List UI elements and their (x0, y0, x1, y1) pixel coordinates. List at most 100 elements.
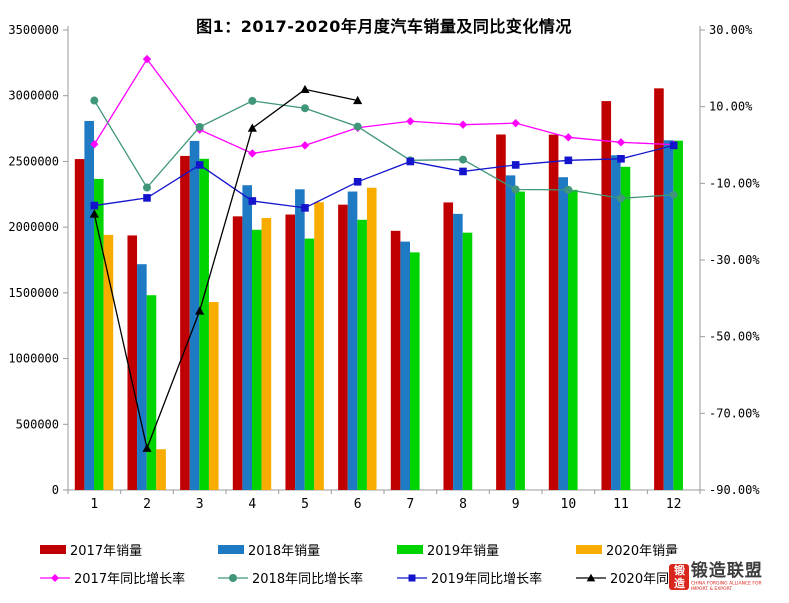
legend-label: 2017年销量 (70, 544, 143, 559)
legend-row-bars: 2017年销量 2018年销量 2019年销量 2020年销量 (0, 540, 789, 560)
forging-alliance-logo: 锻造 锻造联盟 CHINA FORGING ALLIANCE FOR IMPOR… (669, 554, 787, 600)
x-axis-month-label: 7 (406, 497, 414, 512)
left-axis-tick-label: 2000000 (8, 220, 59, 234)
bar-2017年销量-month-12 (654, 88, 664, 491)
circle-marker-icon (564, 185, 573, 194)
square-marker-icon (511, 161, 520, 169)
bar-2019年销量-month-5 (304, 238, 315, 490)
square-marker-icon (459, 167, 467, 176)
legend-label: 2019年销量 (427, 544, 500, 559)
bar-2018年销量-month-11 (611, 155, 621, 490)
bar-2018年销量-month-6 (347, 191, 358, 491)
bar-2017年销量-month-10 (548, 134, 559, 491)
x-axis-month-label: 3 (196, 497, 204, 512)
triangle-marker-icon (247, 123, 257, 132)
square-marker-icon (195, 161, 204, 169)
bar-2017年销量-month-4 (232, 216, 243, 490)
logo-subtext: CHINA FORGING ALLIANCE FOR IMPORT & EXPO… (690, 580, 762, 592)
left-axis-tick-label: 3500000 (8, 23, 59, 37)
bar-2017年销量-month-9 (496, 134, 506, 490)
bar-2019年销量-month-12 (673, 140, 683, 491)
circle-marker-icon (90, 96, 99, 105)
chart-title: 图1：2017-2020年月度汽车销量及同比变化情况 (196, 17, 572, 36)
bar-2019年销量-month-10 (568, 189, 578, 490)
legend-label: 2018年同比增长率 (252, 572, 364, 587)
bar-2018年销量-month-5 (295, 189, 305, 490)
diamond-marker-icon (90, 140, 99, 149)
x-axis-month-label: 2 (143, 497, 151, 512)
diamond-marker-icon (248, 149, 257, 158)
right-axis-tick-label: -70.00% (709, 406, 760, 420)
square-marker-icon (406, 157, 415, 166)
x-axis-month-label: 9 (512, 497, 520, 512)
circle-marker-icon (669, 190, 678, 199)
bar-2018年销量-month-2 (137, 264, 147, 490)
bar-2018年销量-month-3 (189, 140, 200, 490)
diamond-marker-icon (406, 117, 415, 126)
bar-2017年销量-month-2 (127, 235, 138, 490)
diamond-marker-icon (51, 573, 59, 582)
bar-2018年销量-month-1 (84, 120, 94, 490)
line-2017年同比增长率 (93, 57, 674, 155)
bar-2019年销量-month-6 (357, 219, 367, 491)
bar-2020年销量-month-4 (261, 217, 272, 490)
right-axis-tick-label: -50.00% (709, 330, 760, 344)
circle-marker-icon (248, 96, 257, 105)
left-axis-tick-label: 1000000 (8, 352, 59, 366)
square-marker-icon (564, 156, 573, 165)
bar-2019年销量-month-11 (620, 166, 631, 490)
legend-label: 2017年同比增长率 (74, 572, 186, 587)
legend-bar-swatch (218, 545, 244, 554)
left-axis-tick-label: 3000000 (8, 89, 59, 103)
circle-marker-icon (195, 122, 204, 131)
left-axis-tick-label: 2500000 (8, 154, 59, 168)
circle-marker-icon (459, 155, 467, 164)
bar-2017年销量-month-3 (180, 155, 190, 490)
legend-line-swatch (218, 573, 248, 582)
bar-2018年销量-month-7 (400, 241, 410, 490)
bar-2017年销量-month-5 (285, 214, 296, 491)
x-axis-month-label: 8 (459, 497, 467, 512)
logo-text: 锻造联盟 (690, 560, 763, 581)
triangle-marker-icon (586, 573, 596, 581)
x-axis-month-label: 5 (301, 497, 309, 512)
legend-item-2017年同比增长率: 2017年同比增长率 (40, 568, 185, 587)
legend-item-2019年销量: 2019年销量 (397, 540, 499, 559)
line-2018年同比增长率 (93, 100, 674, 199)
left-axis-tick-label: 0 (52, 483, 59, 497)
bar-2019年销量-month-4 (252, 229, 262, 490)
x-axis-month-label: 12 (666, 497, 682, 512)
legend-bar-swatch (40, 545, 66, 554)
bar-2018年销量-month-9 (505, 175, 516, 491)
diamond-marker-icon (564, 133, 573, 142)
x-axis-month-label: 10 (561, 497, 577, 512)
x-axis-month-label: 4 (248, 497, 256, 512)
bar-2017年销量-month-1 (74, 159, 85, 490)
bar-2018年销量-month-10 (558, 177, 568, 490)
circle-marker-icon (617, 194, 625, 203)
diamond-marker-icon (511, 118, 520, 128)
legend-item-2017年销量: 2017年销量 (40, 540, 142, 559)
legend-item-2019年同比增长率: 2019年同比增长率 (397, 568, 542, 587)
square-marker-icon (248, 197, 257, 205)
triangle-marker-icon (353, 95, 363, 105)
diamond-marker-icon (458, 120, 468, 129)
diamond-marker-icon (300, 141, 310, 150)
circle-marker-icon (301, 104, 309, 113)
circle-marker-icon (143, 183, 151, 192)
legend-label: 2020年销量 (606, 544, 679, 559)
bar-2020年销量-month-5 (314, 202, 324, 490)
bar-2020年销量-month-3 (208, 302, 219, 490)
left-axis-tick-label: 1500000 (8, 286, 59, 300)
bar-2019年销量-month-2 (146, 295, 157, 490)
square-marker-icon (143, 194, 151, 202)
square-marker-icon (301, 204, 309, 212)
forging-alliance-seal-icon: 锻造 (669, 564, 689, 590)
right-axis-tick-label: -30.00% (709, 253, 760, 267)
line-2019年同比增长率 (94, 144, 674, 209)
diamond-marker-icon (142, 54, 152, 64)
legend-item-2018年同比增长率: 2018年同比增长率 (218, 568, 363, 587)
left-axis-tick-label: 500000 (16, 417, 59, 431)
square-marker-icon (90, 201, 99, 210)
triangle-marker-icon (195, 306, 205, 315)
